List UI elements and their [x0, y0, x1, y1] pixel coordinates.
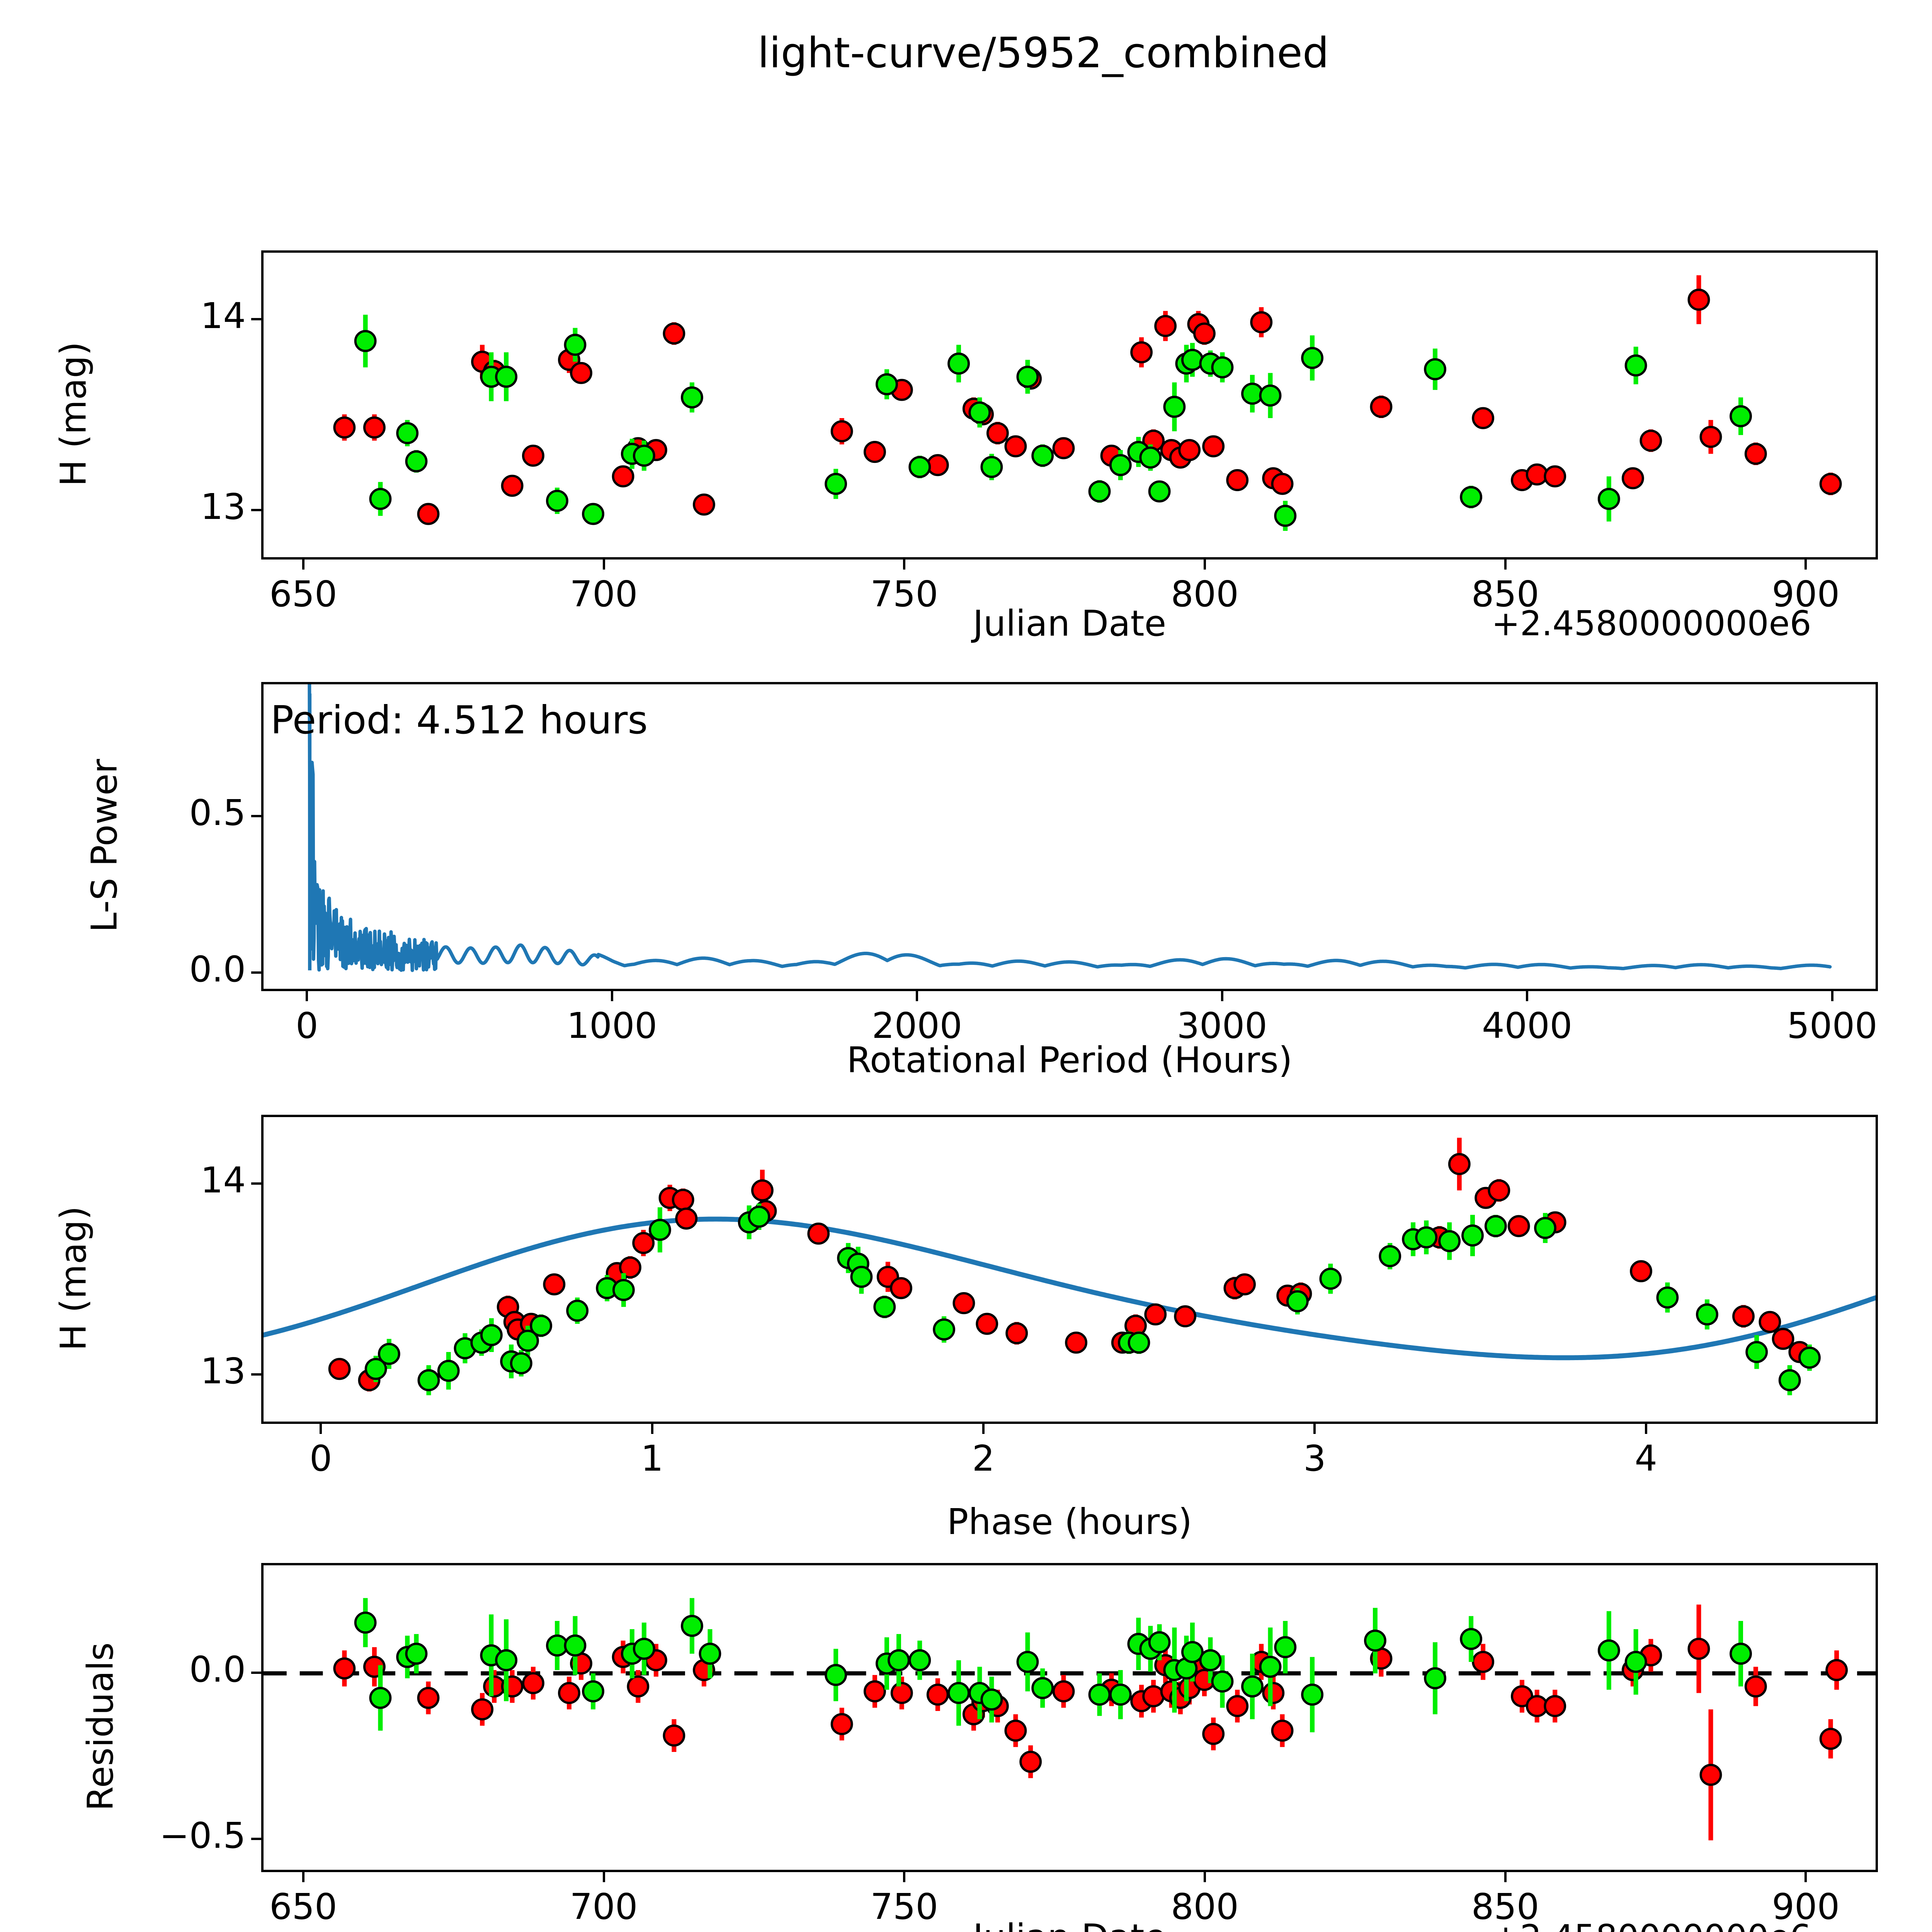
panel-residuals — [261, 1563, 1878, 1872]
x-tick-mark — [320, 1424, 322, 1434]
x-tick-mark — [1221, 991, 1223, 1001]
lightcurve-plot-area — [333, 275, 1842, 531]
phasefold-fit-line — [264, 1216, 1876, 1361]
x-tick-label: 4 — [1634, 1438, 1658, 1479]
x-tick-mark — [903, 560, 906, 570]
lightcurve-y-axis-label: H (mag) — [53, 342, 94, 486]
x-tick-mark — [1203, 560, 1206, 570]
periodogram-plot-area — [308, 684, 1832, 972]
y-tick-mark — [251, 1373, 261, 1376]
x-tick-mark — [302, 1872, 304, 1882]
x-tick-label: 750 — [870, 1886, 939, 1927]
phasefold-x-axis-label: Phase (hours) — [947, 1501, 1192, 1543]
figure-title: light-curve/5952_combined — [757, 29, 1329, 77]
panel-periodogram — [261, 682, 1878, 991]
x-tick-mark — [982, 1424, 985, 1434]
y-tick-label: 13 — [200, 486, 246, 527]
y-tick-mark — [251, 318, 261, 320]
periodogram-line — [308, 684, 1832, 972]
x-tick-label: 2 — [972, 1438, 995, 1479]
y-tick-label: 0.0 — [189, 948, 246, 990]
periodogram-y-axis-label: L-S Power — [83, 759, 125, 932]
y-tick-label: −0.5 — [159, 1815, 246, 1856]
y-tick-mark — [251, 815, 261, 818]
y-tick-label: 14 — [200, 295, 246, 337]
x-tick-mark — [1313, 1424, 1316, 1434]
series-green — [364, 1203, 1821, 1395]
series-green — [354, 1598, 1752, 1733]
x-tick-mark — [302, 560, 304, 570]
residuals-x-offset-label: +2.4580000000e6 — [1492, 1917, 1811, 1932]
x-tick-label: 850 — [1471, 573, 1539, 615]
x-tick-mark — [611, 991, 613, 1001]
phasefold-plot-area — [264, 1138, 1876, 1395]
series-red — [328, 1138, 1811, 1392]
panel-phasefold — [261, 1115, 1878, 1424]
x-tick-label: 900 — [1772, 1886, 1840, 1927]
x-tick-mark — [1804, 1872, 1807, 1882]
x-tick-mark — [306, 991, 308, 1001]
y-tick-mark — [251, 509, 261, 511]
lightcurve-x-axis-label: Julian Date — [973, 603, 1167, 644]
y-tick-label: 14 — [200, 1159, 246, 1201]
series-green — [354, 315, 1752, 531]
y-tick-mark — [251, 1671, 261, 1674]
x-tick-label: 3 — [1303, 1438, 1326, 1479]
x-tick-label: 1 — [641, 1438, 663, 1479]
x-tick-label: 700 — [570, 1886, 638, 1927]
x-tick-mark — [602, 1872, 605, 1882]
periodogram-x-axis-label: Rotational Period (Hours) — [847, 1039, 1293, 1081]
x-tick-mark — [1645, 1424, 1647, 1434]
residuals-plot-area — [264, 1598, 1876, 1840]
x-tick-mark — [1804, 560, 1807, 570]
phasefold-y-axis-label: H (mag) — [53, 1206, 94, 1351]
x-tick-mark — [651, 1424, 653, 1434]
x-tick-label: 5000 — [1787, 1005, 1878, 1046]
x-tick-label: 800 — [1171, 573, 1239, 615]
x-tick-label: 700 — [570, 573, 638, 615]
y-tick-mark — [251, 1182, 261, 1185]
y-tick-label: 13 — [200, 1350, 246, 1392]
x-tick-label: 650 — [269, 573, 337, 615]
x-tick-mark — [1831, 991, 1833, 1001]
y-tick-label: 0.5 — [189, 792, 246, 834]
residuals-x-axis-label: Julian Date — [799, 1917, 1340, 1932]
x-tick-label: 850 — [1471, 1886, 1539, 1927]
x-tick-label: 4000 — [1482, 1005, 1573, 1046]
y-tick-mark — [251, 971, 261, 974]
x-tick-label: 2000 — [872, 1005, 963, 1046]
x-tick-label: 900 — [1772, 573, 1840, 615]
x-tick-mark — [1526, 991, 1529, 1001]
y-tick-mark — [251, 1837, 261, 1840]
x-tick-label: 750 — [870, 573, 939, 615]
x-tick-label: 0 — [296, 1005, 318, 1046]
x-tick-label: 1000 — [566, 1005, 657, 1046]
x-tick-label: 800 — [1171, 1886, 1239, 1927]
y-tick-label: 0.0 — [189, 1648, 246, 1690]
x-tick-label: 650 — [269, 1886, 337, 1927]
series-red — [333, 275, 1842, 525]
lightcurve-x-offset-label: +2.4580000000e6 — [1492, 604, 1811, 643]
x-tick-label: 3000 — [1177, 1005, 1267, 1046]
panel-lightcurve — [261, 250, 1878, 560]
x-tick-mark — [916, 991, 918, 1001]
x-tick-mark — [903, 1872, 906, 1882]
x-tick-mark — [602, 560, 605, 570]
period-annotation: Period: 4.512 hours — [270, 697, 648, 743]
x-tick-mark — [1203, 1872, 1206, 1882]
x-tick-mark — [1504, 560, 1507, 570]
x-tick-mark — [1504, 1872, 1507, 1882]
x-tick-label: 0 — [310, 1438, 332, 1479]
